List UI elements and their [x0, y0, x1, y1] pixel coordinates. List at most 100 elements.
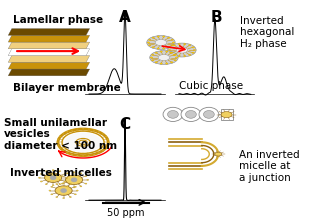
Ellipse shape: [166, 51, 168, 52]
Ellipse shape: [168, 43, 196, 57]
Ellipse shape: [82, 155, 84, 156]
Polygon shape: [8, 42, 90, 49]
Ellipse shape: [163, 36, 165, 37]
Ellipse shape: [76, 128, 78, 130]
Ellipse shape: [149, 44, 151, 46]
Ellipse shape: [73, 172, 75, 173]
Ellipse shape: [150, 51, 178, 64]
Polygon shape: [8, 29, 90, 35]
Ellipse shape: [188, 45, 191, 46]
Ellipse shape: [59, 170, 61, 172]
Ellipse shape: [149, 39, 151, 40]
Ellipse shape: [51, 186, 53, 187]
Ellipse shape: [155, 62, 157, 63]
Ellipse shape: [188, 54, 191, 55]
Ellipse shape: [59, 148, 61, 149]
Ellipse shape: [80, 173, 82, 174]
Ellipse shape: [171, 44, 173, 46]
Ellipse shape: [98, 152, 100, 154]
Ellipse shape: [52, 169, 54, 171]
Ellipse shape: [93, 154, 95, 155]
Ellipse shape: [62, 133, 64, 134]
Ellipse shape: [64, 173, 66, 174]
Ellipse shape: [102, 133, 104, 134]
Ellipse shape: [56, 142, 59, 143]
Ellipse shape: [45, 173, 62, 182]
Ellipse shape: [64, 181, 66, 182]
Ellipse shape: [56, 196, 58, 198]
Ellipse shape: [221, 112, 232, 118]
Ellipse shape: [172, 42, 175, 43]
Ellipse shape: [75, 194, 76, 195]
Ellipse shape: [168, 37, 170, 38]
Polygon shape: [8, 69, 90, 76]
Ellipse shape: [85, 183, 87, 184]
Ellipse shape: [49, 190, 51, 191]
Ellipse shape: [52, 185, 54, 186]
Ellipse shape: [183, 43, 186, 45]
Ellipse shape: [107, 145, 109, 146]
Ellipse shape: [169, 47, 172, 48]
Ellipse shape: [174, 60, 176, 61]
Ellipse shape: [168, 110, 178, 118]
Text: Inverted
hexagonal
H₂ phase: Inverted hexagonal H₂ phase: [240, 16, 295, 49]
Ellipse shape: [155, 40, 167, 46]
Ellipse shape: [147, 36, 175, 50]
Ellipse shape: [173, 45, 175, 46]
Ellipse shape: [40, 173, 42, 174]
Ellipse shape: [203, 110, 214, 118]
Ellipse shape: [173, 54, 175, 55]
Text: An inverted
micelle at
a junction: An inverted micelle at a junction: [239, 150, 300, 183]
Ellipse shape: [151, 54, 154, 55]
Ellipse shape: [192, 47, 194, 48]
Ellipse shape: [105, 148, 107, 149]
Ellipse shape: [171, 52, 173, 53]
Ellipse shape: [56, 183, 58, 185]
Ellipse shape: [168, 47, 170, 48]
Text: B: B: [211, 10, 222, 25]
Ellipse shape: [93, 129, 95, 131]
Text: Small unilamellar
vesicles
diameter < 100 nm: Small unilamellar vesicles diameter < 10…: [4, 118, 117, 151]
Text: Lamellar phase: Lamellar phase: [13, 15, 103, 25]
Ellipse shape: [71, 154, 73, 155]
Ellipse shape: [186, 110, 196, 118]
Ellipse shape: [158, 55, 170, 61]
Ellipse shape: [178, 55, 180, 57]
Ellipse shape: [152, 47, 154, 48]
Ellipse shape: [66, 175, 83, 185]
Ellipse shape: [76, 190, 78, 191]
Ellipse shape: [38, 177, 41, 178]
Ellipse shape: [59, 183, 61, 185]
Ellipse shape: [59, 179, 61, 180]
Ellipse shape: [147, 42, 150, 43]
Ellipse shape: [66, 152, 68, 154]
Ellipse shape: [157, 48, 159, 49]
Ellipse shape: [66, 173, 68, 174]
Text: Inverted micelles: Inverted micelles: [10, 168, 112, 178]
Ellipse shape: [157, 36, 159, 37]
Ellipse shape: [57, 145, 59, 146]
Ellipse shape: [76, 155, 78, 156]
Ellipse shape: [171, 62, 173, 63]
Ellipse shape: [55, 186, 72, 195]
Ellipse shape: [171, 39, 173, 40]
Ellipse shape: [192, 52, 194, 53]
Ellipse shape: [105, 136, 107, 137]
Text: Bilayer membrane: Bilayer membrane: [13, 83, 120, 93]
Ellipse shape: [178, 43, 180, 45]
Ellipse shape: [69, 183, 71, 185]
Ellipse shape: [58, 129, 108, 156]
Ellipse shape: [152, 37, 154, 38]
Ellipse shape: [181, 107, 201, 121]
FancyBboxPatch shape: [221, 109, 232, 120]
Ellipse shape: [166, 63, 168, 64]
Ellipse shape: [62, 150, 64, 151]
Ellipse shape: [176, 47, 188, 53]
Polygon shape: [8, 56, 90, 62]
Ellipse shape: [163, 107, 183, 121]
Ellipse shape: [69, 196, 71, 198]
Ellipse shape: [87, 179, 89, 180]
Ellipse shape: [45, 170, 47, 172]
Ellipse shape: [80, 186, 82, 187]
Ellipse shape: [62, 182, 65, 184]
